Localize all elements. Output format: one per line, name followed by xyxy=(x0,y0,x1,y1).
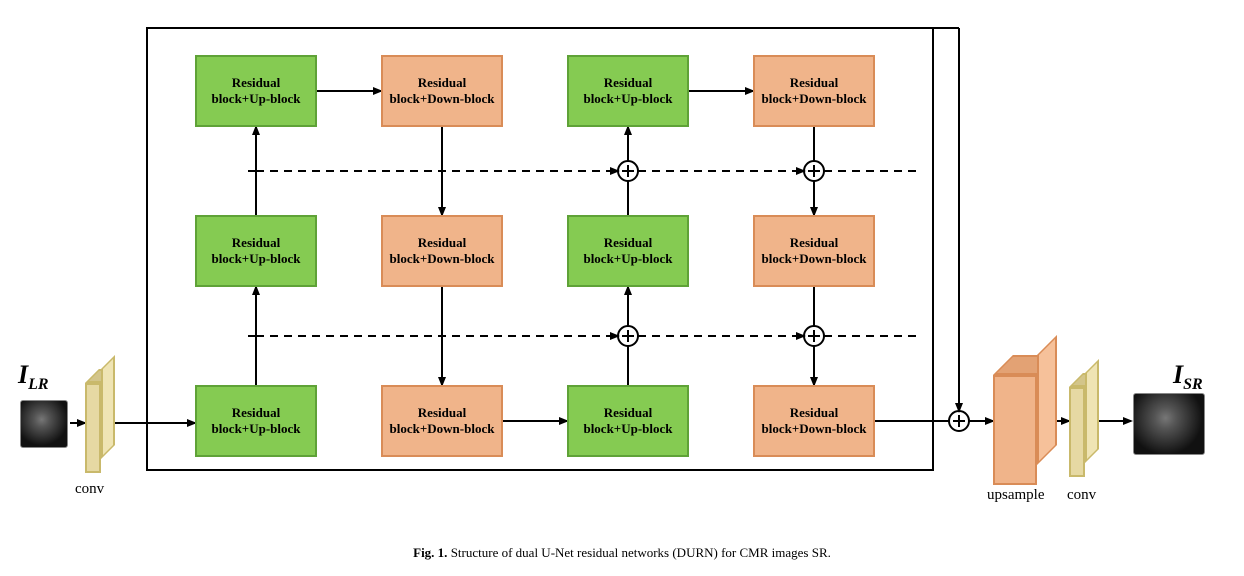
residual-down-block: Residual block+Down-block xyxy=(753,385,875,457)
conv1-label: conv xyxy=(75,481,104,498)
figure-caption: Fig. 1. Structure of dual U-Net residual… xyxy=(15,545,1229,561)
residual-up-block: Residual block+Up-block xyxy=(195,55,317,127)
residual-up-block: Residual block+Up-block xyxy=(567,55,689,127)
output-label: ISR xyxy=(1173,360,1203,394)
caption-text: Structure of dual U-Net residual network… xyxy=(451,545,831,560)
conv2-label: conv xyxy=(1067,487,1096,504)
input-sub: LR xyxy=(28,376,48,393)
upsample-label: upsample xyxy=(987,487,1045,504)
input-label: ILR xyxy=(18,360,49,394)
output-sub: SR xyxy=(1183,376,1203,393)
diagram-stage: ILR conv Residual block+Up-blockResidual… xyxy=(15,15,1229,539)
residual-down-block: Residual block+Down-block xyxy=(381,55,503,127)
residual-down-block: Residual block+Down-block xyxy=(753,55,875,127)
residual-down-block: Residual block+Down-block xyxy=(381,385,503,457)
residual-down-block: Residual block+Down-block xyxy=(753,215,875,287)
output-image xyxy=(1133,393,1205,455)
output-symbol: I xyxy=(1173,360,1183,389)
residual-down-block: Residual block+Down-block xyxy=(381,215,503,287)
input-image xyxy=(20,400,68,448)
residual-up-block: Residual block+Up-block xyxy=(567,215,689,287)
residual-up-block: Residual block+Up-block xyxy=(195,215,317,287)
caption-bold: Fig. 1. xyxy=(413,545,447,560)
residual-up-block: Residual block+Up-block xyxy=(195,385,317,457)
residual-up-block: Residual block+Up-block xyxy=(567,385,689,457)
input-symbol: I xyxy=(18,360,28,389)
